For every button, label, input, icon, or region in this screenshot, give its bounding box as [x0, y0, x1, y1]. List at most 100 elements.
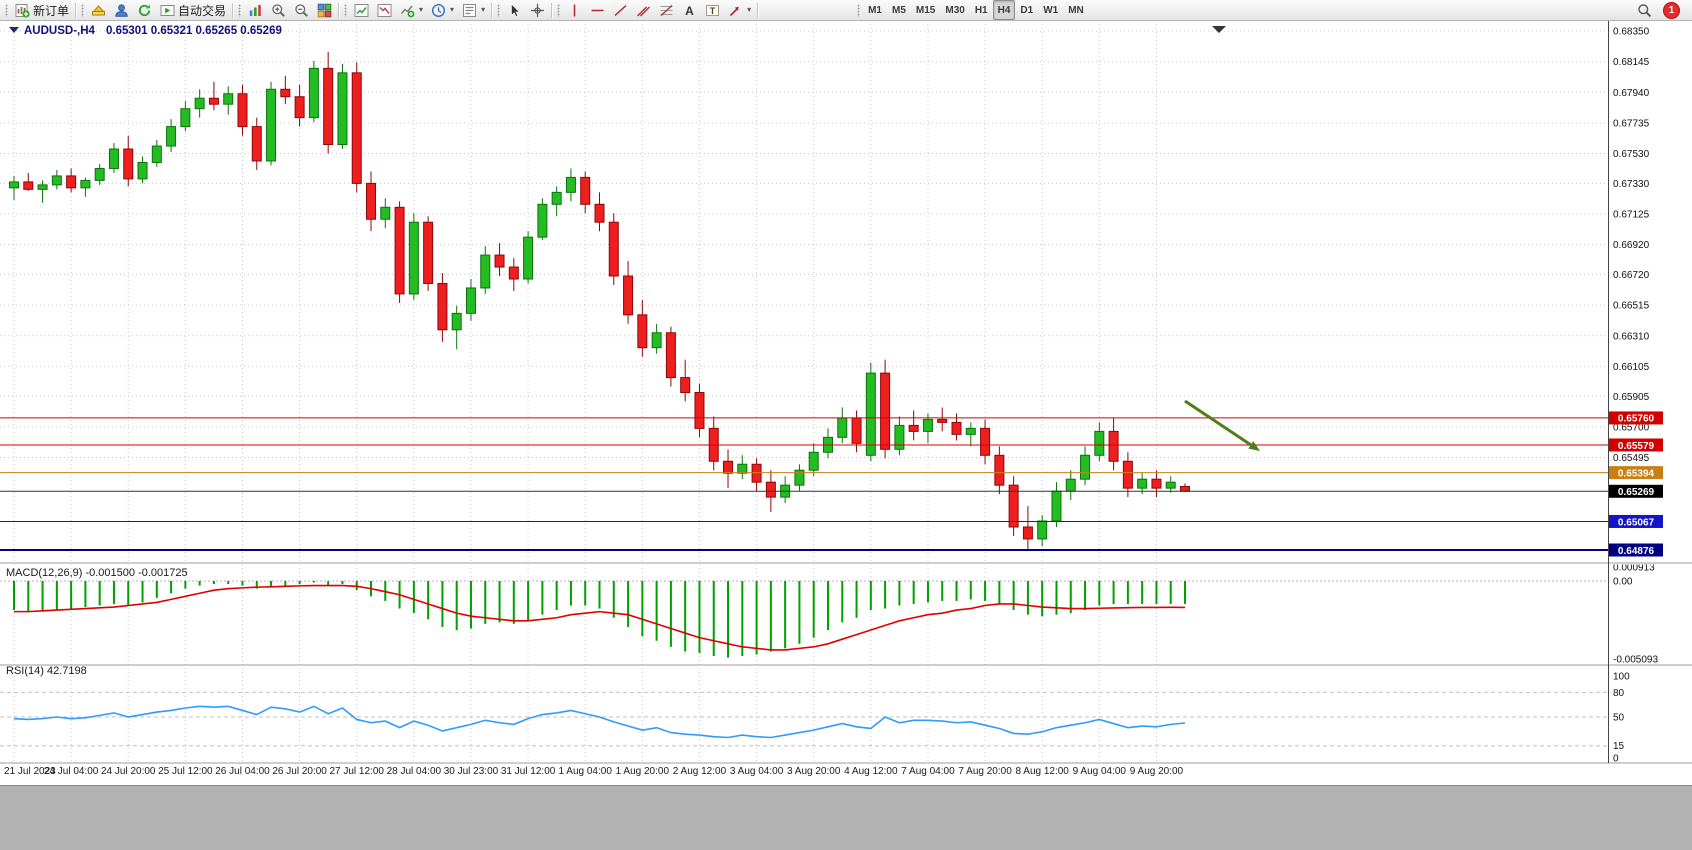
indicators-button[interactable]: ▾	[396, 0, 427, 20]
candle-body	[51, 175, 62, 186]
candle-body	[565, 176, 576, 193]
horizontal-line-button[interactable]	[586, 0, 609, 20]
fibonacci-button[interactable]	[655, 0, 678, 20]
time-tick-label: 9 Aug 04:00	[1073, 766, 1127, 777]
candle-body	[465, 287, 476, 314]
zoom-out-button[interactable]	[290, 0, 313, 20]
channel-icon	[636, 3, 651, 18]
candle-body	[80, 179, 91, 189]
toolbar-separator	[757, 2, 760, 18]
candle-body	[423, 221, 434, 284]
time-tick-label: 31 Jul 12:00	[501, 766, 556, 777]
autotrading-button[interactable]: 自动交易	[156, 0, 230, 20]
toolbar-main: 新订单 自动交易 ▾ ▾ ▾ A T ▾ M1 M5 M15 M30 H1 H4 D1 W1 MN	[3, 0, 1089, 20]
price-tag-label: 0.65269	[1618, 487, 1655, 498]
hlines-group: 0.65760 0.65579 0.65394 0.65067 0.64876 0.652…	[0, 411, 1663, 557]
timeframe-h4[interactable]: H4	[992, 0, 1016, 20]
candle-body	[651, 332, 662, 349]
candle-body	[1080, 454, 1091, 480]
window-background	[0, 786, 1692, 850]
symbol-dropdown-icon[interactable]	[9, 27, 19, 33]
text-label-button[interactable]: T	[701, 0, 724, 20]
candle-body	[1022, 526, 1033, 540]
timeframe-mn[interactable]: MN	[1063, 0, 1089, 20]
candle-body	[751, 463, 762, 483]
price-chart-canvas[interactable]: 0.68350 0.68145 0.67940 0.67735 0.67530 0.673…	[0, 21, 1692, 785]
vertical-line-button[interactable]	[563, 0, 586, 20]
toolbar-separator	[551, 2, 554, 18]
toolbar-grip[interactable]	[857, 3, 861, 17]
candle-body	[280, 88, 291, 98]
price-tag-label: 0.65394	[1618, 468, 1655, 479]
candle-body	[180, 108, 191, 128]
toolbar-separator	[338, 2, 341, 18]
macd-tick-label: 0.00	[1613, 576, 1633, 587]
toolbar-grip[interactable]	[5, 3, 8, 17]
dropdown-caret-icon[interactable]: ▾	[450, 5, 455, 14]
arrow-annotation[interactable]	[1184, 399, 1252, 447]
candle-body	[523, 236, 534, 280]
search-button[interactable]	[1633, 0, 1656, 20]
tile-windows-button[interactable]	[313, 0, 336, 20]
text-label-icon: T	[705, 3, 720, 18]
timeframe-m30-label: M30	[945, 4, 965, 16]
candle-body	[608, 221, 619, 277]
bar-chart-button[interactable]	[244, 0, 267, 20]
clock-icon	[431, 3, 446, 18]
time-tick-label: 30 Jul 23:00	[444, 766, 499, 777]
macd-tick-label: -0.005093	[1613, 655, 1658, 666]
annotations-group	[1184, 399, 1260, 451]
candle-body	[151, 145, 162, 163]
time-tick-label: 3 Aug 04:00	[730, 766, 784, 777]
timeframe-m1[interactable]: M1	[863, 0, 887, 20]
trendline-button[interactable]	[609, 0, 632, 20]
toolbar-grip[interactable]	[344, 3, 348, 17]
text-button[interactable]: A	[678, 0, 701, 20]
macd-panel: 0.000913 0.00 -0.005093 MACD(12,26,9) -0.00…	[0, 563, 1658, 666]
refresh-icon	[137, 3, 152, 18]
dropdown-caret-icon[interactable]: ▾	[419, 5, 424, 14]
price-tick-label: 0.65905	[1613, 392, 1650, 403]
cursor-button[interactable]	[503, 0, 526, 20]
chart-shift-marker[interactable]	[1212, 26, 1226, 33]
metaeditor-button[interactable]	[87, 0, 110, 20]
candle-body	[437, 282, 448, 331]
time-tick-label: 7 Aug 20:00	[958, 766, 1012, 777]
profiles-button[interactable]	[373, 0, 396, 20]
zoom-in-button[interactable]	[267, 0, 290, 20]
community-button[interactable]	[110, 0, 133, 20]
arrow-annotation-head[interactable]	[1248, 441, 1260, 451]
timeframe-m15[interactable]: M15	[911, 0, 940, 20]
timeframe-d1[interactable]: D1	[1015, 0, 1038, 20]
crosshair-button[interactable]	[526, 0, 549, 20]
new-chart-button[interactable]	[350, 0, 373, 20]
candle-body	[865, 372, 876, 456]
candle-body	[980, 427, 991, 456]
periods-button[interactable]: ▾	[427, 0, 458, 20]
chart-up-icon	[354, 3, 369, 18]
channel-button[interactable]	[632, 0, 655, 20]
timeframe-m5[interactable]: M5	[887, 0, 911, 20]
rsi-label: RSI(14) 42.7198	[6, 665, 87, 677]
candle-body	[480, 254, 491, 289]
notification-badge[interactable]: 1	[1663, 1, 1680, 19]
fibonacci-icon	[659, 3, 674, 18]
timeframe-m30[interactable]: M30	[940, 0, 969, 20]
candle-body	[380, 206, 391, 220]
dropdown-caret-icon[interactable]: ▾	[481, 5, 486, 14]
timeframe-w1[interactable]: W1	[1038, 0, 1063, 20]
new-order-button[interactable]: 新订单	[11, 0, 73, 20]
templates-button[interactable]: ▾	[458, 0, 489, 20]
refresh-button[interactable]	[133, 0, 156, 20]
toolbar-grip[interactable]	[238, 3, 242, 17]
arrows-button[interactable]: ▾	[724, 0, 755, 20]
toolbar-grip[interactable]	[497, 3, 501, 17]
toolbar-grip[interactable]	[557, 3, 561, 17]
candle-body	[880, 372, 891, 450]
dropdown-caret-icon[interactable]: ▾	[747, 5, 752, 14]
timeframe-h1[interactable]: H1	[970, 0, 993, 20]
price-tick-label: 0.68350	[1613, 27, 1650, 38]
toolbar-grip[interactable]	[81, 3, 85, 17]
candle-body	[937, 418, 948, 423]
